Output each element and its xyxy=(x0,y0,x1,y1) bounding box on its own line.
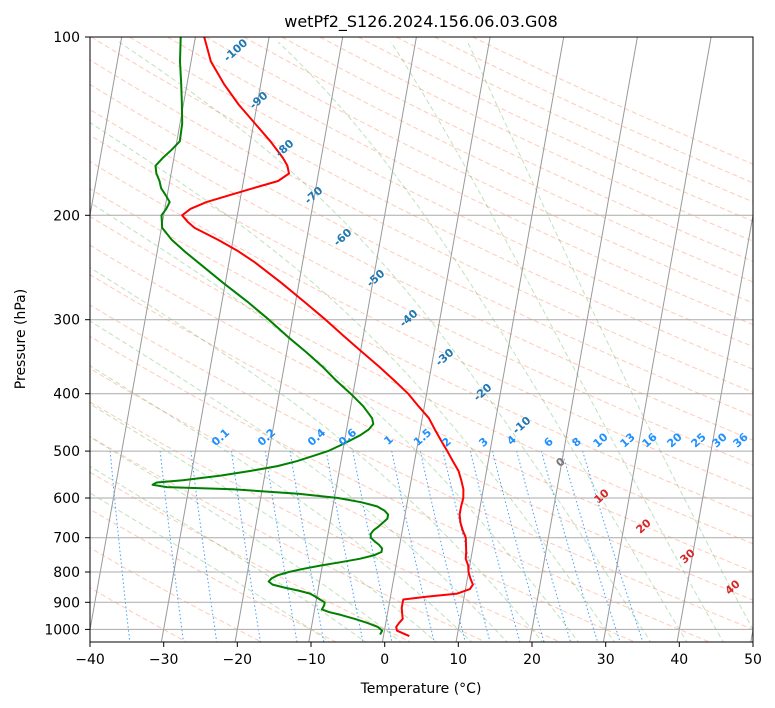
mixing-ratio-line xyxy=(264,451,298,642)
mixing-ratio-line xyxy=(419,450,466,642)
dry-adiabat xyxy=(205,37,753,304)
x-tick-label: −40 xyxy=(75,652,105,668)
x-tick-label: −20 xyxy=(223,652,253,668)
mixing-ratio-line xyxy=(516,450,572,642)
isotherm xyxy=(90,37,196,633)
y-axis-label: Pressure (hPa) xyxy=(13,289,29,389)
chart-title: wetPf2_S126.2024.156.06.03.G08 xyxy=(284,12,558,32)
moist-adiabat xyxy=(90,365,473,642)
mixing-ratio-line xyxy=(352,451,393,642)
isotherm xyxy=(455,37,565,642)
y-tick-label: 1000 xyxy=(44,622,80,638)
x-tick-label: 40 xyxy=(670,652,688,668)
plot-frame xyxy=(89,36,754,643)
dry-adiabat xyxy=(91,37,753,370)
dry-adiabat xyxy=(167,37,753,326)
dry-adiabat xyxy=(90,134,753,466)
y-tick-label: 900 xyxy=(53,595,80,611)
isotherm xyxy=(90,37,123,219)
isotherm xyxy=(676,212,753,642)
y-tick-label: 800 xyxy=(53,565,80,581)
x-tick-label: 0 xyxy=(380,652,389,668)
x-tick-label: 30 xyxy=(597,652,615,668)
x-tick-label: 20 xyxy=(523,652,541,668)
mixing-ratio-line xyxy=(540,450,599,642)
mixing-ratio-line xyxy=(190,451,218,642)
y-tick-label: 500 xyxy=(53,444,80,460)
isotherm xyxy=(234,37,344,642)
x-tick-label: 10 xyxy=(449,652,467,668)
mixing-ratio-line xyxy=(469,450,521,642)
mixing-ratio-line xyxy=(491,450,545,642)
mixing-ratio-line xyxy=(231,451,262,642)
isotherm xyxy=(381,37,491,642)
x-tick-label: −30 xyxy=(149,652,179,668)
isotherm xyxy=(602,37,712,642)
isotherm xyxy=(308,37,417,642)
mixing-ratio-line xyxy=(442,450,491,642)
isotherm xyxy=(529,37,638,642)
moist-adiabat xyxy=(90,202,580,642)
dry-adiabat xyxy=(90,274,753,601)
moist-adiabat xyxy=(90,436,402,642)
y-tick-label: 100 xyxy=(53,30,80,46)
mixing-ratio-line xyxy=(289,451,325,642)
y-tick-label: 700 xyxy=(53,531,80,547)
moist-adiabat xyxy=(90,492,331,642)
dry-adiabat xyxy=(90,304,753,630)
x-tick-label: 50 xyxy=(744,652,762,668)
moist-adiabat xyxy=(467,41,753,631)
y-tick-label: 200 xyxy=(53,208,80,224)
mixing-ratio-line xyxy=(561,450,621,642)
temperature-line xyxy=(181,37,474,638)
dry-adiabat xyxy=(90,59,753,393)
mixing-ratio-line xyxy=(159,451,185,642)
x-axis-label: Temperature (°C) xyxy=(360,681,482,697)
dry-adiabat xyxy=(90,161,753,492)
x-tick-label: −10 xyxy=(296,652,326,668)
y-tick-label: 600 xyxy=(53,491,80,507)
mixing-ratio-line xyxy=(391,450,435,642)
y-tick-label: 300 xyxy=(53,313,80,329)
moist-adiabat xyxy=(90,403,437,642)
dewpoint-line xyxy=(151,37,390,635)
y-tick-label: 400 xyxy=(53,387,80,403)
dry-adiabat xyxy=(90,244,753,573)
dry-adiabat xyxy=(90,215,753,545)
isotherm xyxy=(160,37,270,642)
